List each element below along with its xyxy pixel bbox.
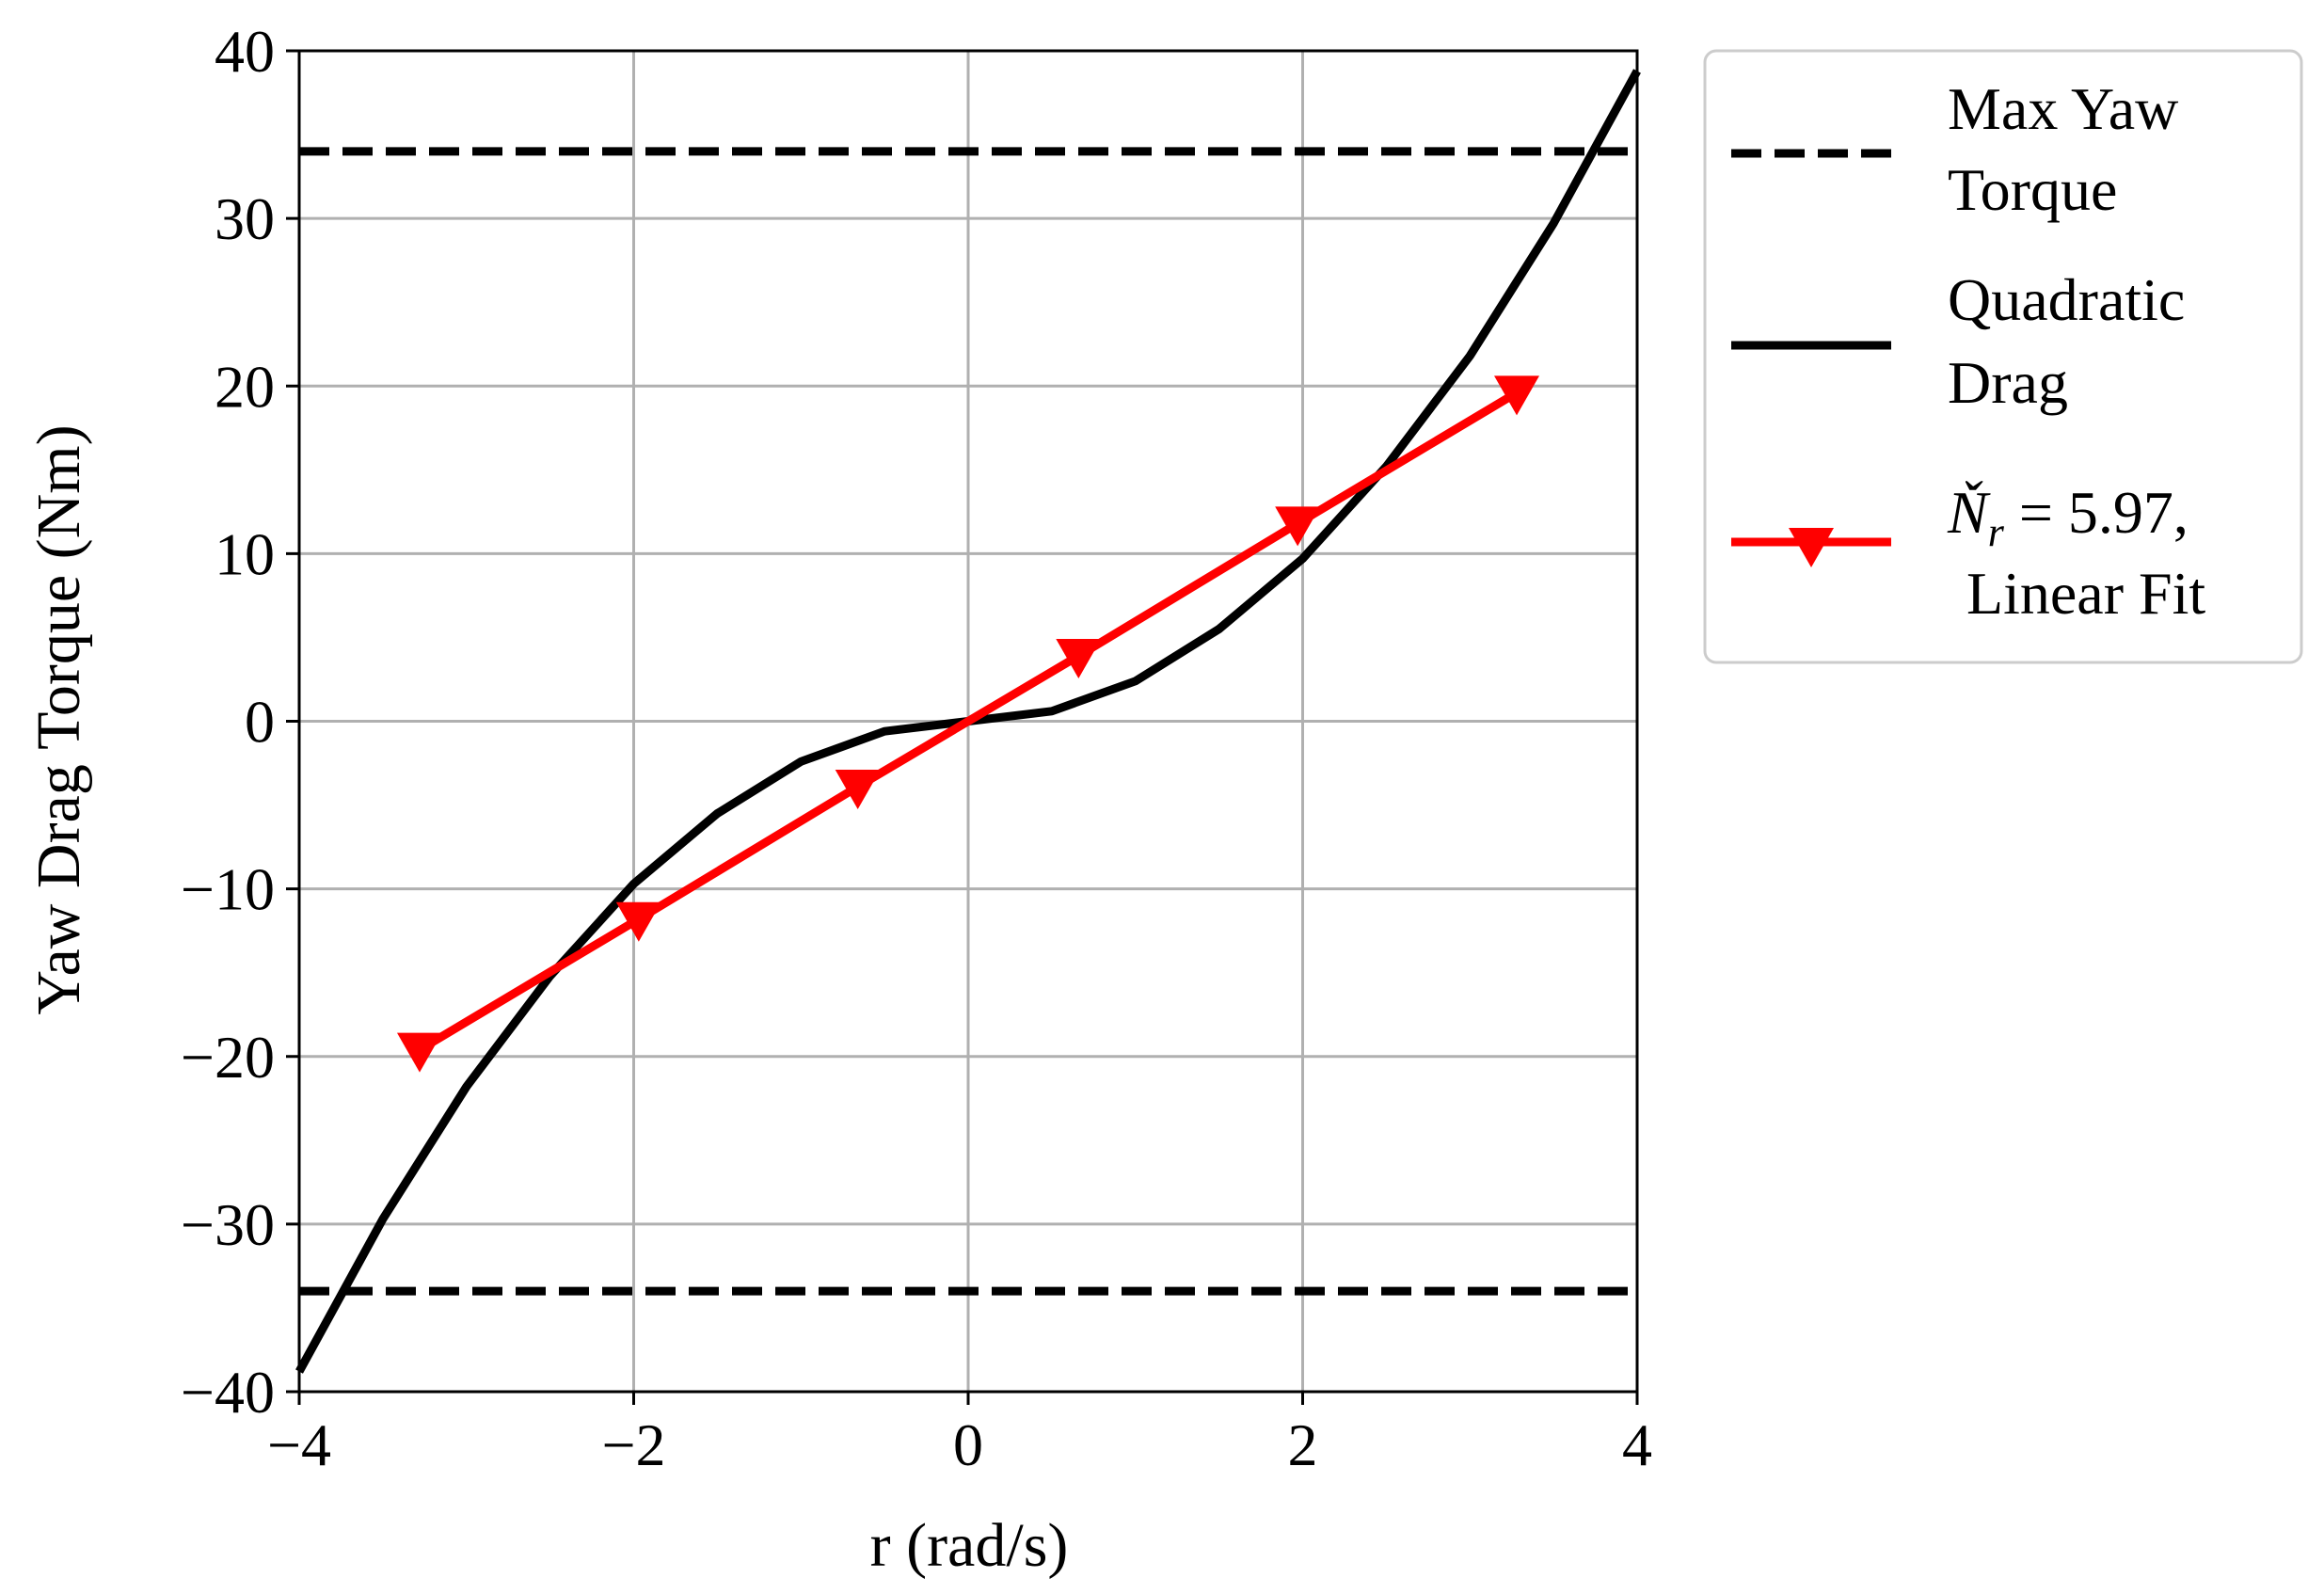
legend-value-text: = 5.97, bbox=[2004, 479, 2189, 546]
x-tick-label: 0 bbox=[953, 1411, 983, 1478]
x-tick-label: 2 bbox=[1288, 1411, 1318, 1478]
y-tick-label: −30 bbox=[181, 1191, 275, 1258]
y-tick-label: 10 bbox=[215, 520, 275, 587]
linear-fit-marker bbox=[835, 769, 881, 809]
linear-fit-marker bbox=[1494, 375, 1540, 416]
y-tick-label: −10 bbox=[181, 856, 275, 923]
legend-label-max-yaw-torque-line1: Max Yaw bbox=[1948, 75, 2178, 142]
legend-label-linear-fit-line1: Ňr = 5.97, bbox=[1947, 479, 2189, 555]
y-axis-label: Yaw Drag Torque (Nm) bbox=[24, 424, 93, 1014]
y-tick-label: 20 bbox=[215, 353, 275, 420]
linear-fit-marker bbox=[1275, 506, 1321, 547]
legend-frame bbox=[1703, 49, 2303, 664]
x-tick-label: −4 bbox=[267, 1411, 331, 1478]
legend-symbol-n: Ň bbox=[1947, 479, 1991, 546]
y-tick-label: −40 bbox=[181, 1359, 275, 1426]
linear-fit-marker bbox=[396, 1032, 442, 1073]
y-tick-label: −20 bbox=[181, 1024, 275, 1091]
legend-label-max-yaw-torque-line2: Torque bbox=[1948, 156, 2117, 223]
plot-area bbox=[295, 69, 1641, 1374]
x-axis-label: r (rad/s) bbox=[870, 1511, 1069, 1580]
legend-label-linear-fit-line2: Linear Fit bbox=[1966, 560, 2205, 627]
x-tick-label: 4 bbox=[1622, 1411, 1652, 1478]
y-tick-label: 0 bbox=[245, 689, 275, 756]
linear-fit-marker bbox=[1056, 639, 1102, 679]
legend-marker-linear-fit bbox=[1789, 528, 1834, 567]
linear-fit-marker bbox=[615, 901, 661, 942]
legend-label-quadratic-drag-line1: Quadratic bbox=[1948, 266, 2185, 333]
legend: Max Yaw Torque Quadratic Drag Ňr = 5.97,… bbox=[1703, 49, 2303, 664]
legend-symbol-subscript: r bbox=[1988, 509, 2005, 555]
x-tick-label: −2 bbox=[601, 1411, 665, 1478]
y-tick-label: 40 bbox=[215, 18, 275, 85]
y-tick-label: 30 bbox=[215, 185, 275, 252]
legend-label-quadratic-drag-line2: Drag bbox=[1948, 349, 2068, 416]
